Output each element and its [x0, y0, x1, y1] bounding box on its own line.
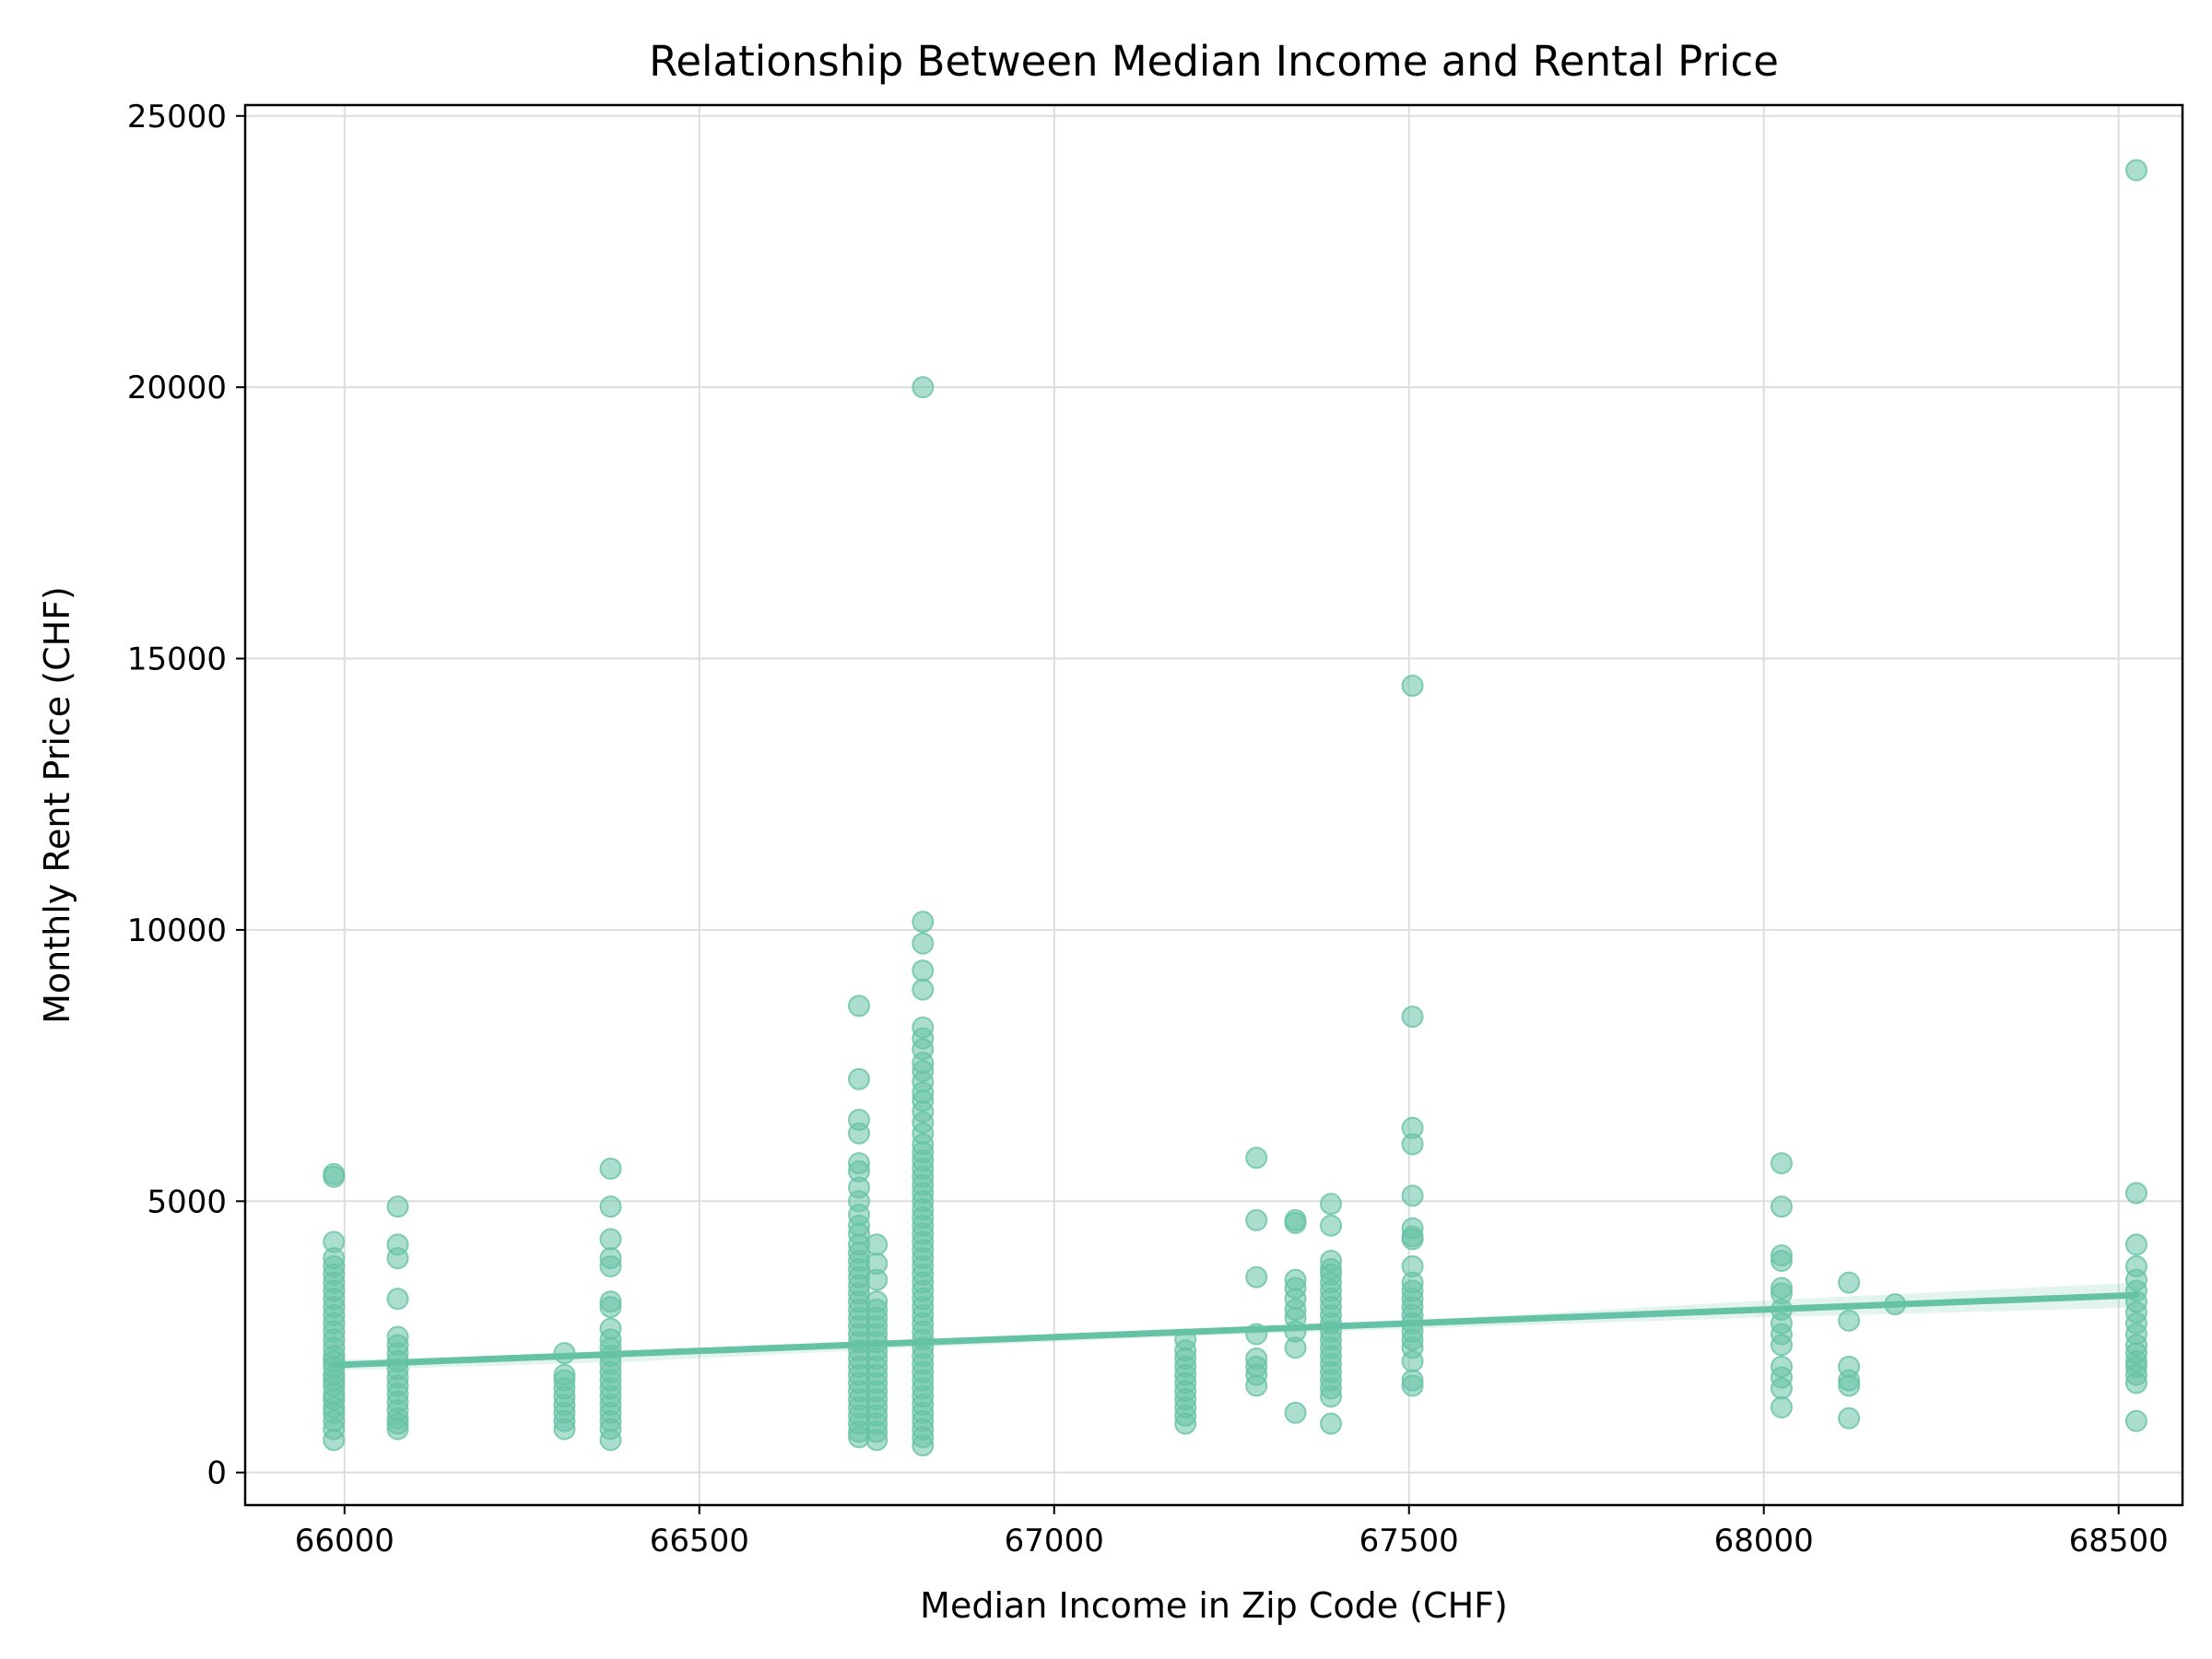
data-point — [599, 1290, 622, 1313]
regression-line — [330, 1291, 2140, 1369]
y-tick-label: 10000 — [127, 912, 227, 949]
data-point — [2124, 1409, 2147, 1432]
data-point — [1401, 1184, 1424, 1207]
data-point — [1401, 674, 1424, 697]
data-point — [599, 1247, 622, 1270]
data-point — [1401, 1006, 1424, 1029]
data-point — [386, 1325, 409, 1348]
data-points — [323, 159, 2147, 1457]
data-point — [323, 1230, 346, 1253]
data-point — [2124, 1182, 2147, 1205]
data-point — [599, 1317, 622, 1340]
x-tick-label: 66000 — [295, 1523, 394, 1559]
data-point — [599, 1228, 622, 1251]
regression-line-layer — [330, 1291, 2140, 1369]
data-point — [1838, 1271, 1861, 1294]
chart-title: Relationship Between Median Income and R… — [649, 37, 1779, 86]
x-axis-title: Median Income in Zip Code (CHF) — [920, 1585, 1508, 1626]
axis-ticks: 66000 66500 67000 67500 68000 68500 0 5000 10000… — [127, 99, 2169, 1559]
data-point — [386, 1195, 409, 1218]
data-point — [1284, 1208, 1307, 1231]
data-point — [848, 1067, 871, 1090]
data-point — [2124, 1233, 2147, 1256]
data-point — [912, 911, 935, 934]
data-point — [848, 1152, 871, 1175]
data-point — [553, 1363, 576, 1386]
data-point — [1401, 1116, 1424, 1139]
y-axis-title: Monthly Rent Price (CHF) — [37, 586, 77, 1024]
data-point — [2124, 159, 2147, 182]
y-tick-label: 15000 — [127, 641, 227, 678]
data-point — [912, 932, 935, 955]
data-point — [912, 978, 935, 1001]
data-point — [912, 1016, 935, 1039]
data-point — [386, 1233, 409, 1256]
data-point — [1320, 1412, 1343, 1435]
plot-frame — [243, 103, 2184, 1507]
data-point — [1284, 1401, 1307, 1424]
data-point — [1770, 1396, 1793, 1419]
data-point — [599, 1195, 622, 1218]
data-point — [1401, 1254, 1424, 1277]
y-tick-label: 5000 — [147, 1183, 227, 1220]
data-point — [1245, 1347, 1268, 1371]
x-tick-label: 67500 — [1359, 1523, 1459, 1559]
x-tick-label: 68000 — [1714, 1523, 1814, 1559]
data-point — [1401, 1217, 1424, 1240]
data-point — [1245, 1208, 1268, 1231]
data-point — [912, 376, 935, 399]
data-point — [848, 994, 871, 1018]
data-point — [1770, 1277, 1793, 1300]
data-point — [1770, 1355, 1793, 1378]
y-tick-label: 25000 — [127, 99, 227, 135]
data-point — [323, 1162, 346, 1185]
x-tick-label: 67000 — [1005, 1523, 1104, 1559]
data-point — [848, 1108, 871, 1131]
x-tick-label: 68500 — [2069, 1523, 2169, 1559]
data-point — [865, 1233, 888, 1256]
data-point — [1245, 1147, 1268, 1170]
y-tick-label: 0 — [206, 1455, 227, 1492]
data-point — [1320, 1214, 1343, 1237]
data-point — [1320, 1250, 1343, 1273]
data-point — [386, 1288, 409, 1311]
data-point — [1838, 1406, 1861, 1430]
data-point — [1401, 1369, 1424, 1392]
data-point — [865, 1253, 888, 1276]
data-point — [1770, 1152, 1793, 1175]
data-point — [865, 1290, 888, 1313]
data-point — [1838, 1355, 1861, 1378]
data-point — [1284, 1268, 1307, 1291]
data-point — [1770, 1195, 1793, 1218]
x-tick-label: 66500 — [650, 1523, 749, 1559]
data-point — [1245, 1265, 1268, 1288]
data-point — [912, 959, 935, 982]
data-point — [1838, 1309, 1861, 1332]
data-point — [1320, 1193, 1343, 1216]
data-point — [2124, 1254, 2147, 1277]
data-point — [599, 1157, 622, 1180]
grid-lines — [245, 105, 2183, 1505]
data-point — [1770, 1244, 1793, 1267]
y-tick-label: 20000 — [127, 370, 227, 406]
